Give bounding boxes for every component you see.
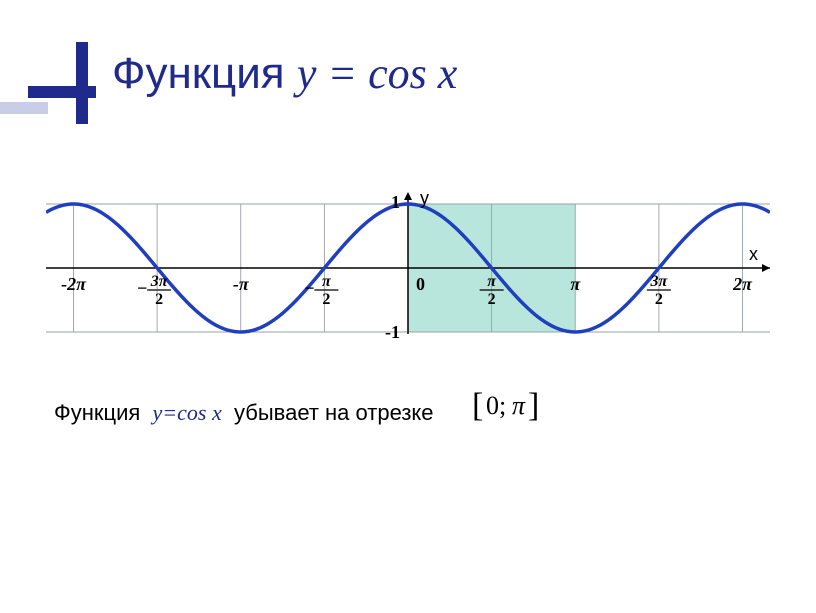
title-func: у = cos x xyxy=(297,49,457,98)
svg-text:π: π xyxy=(322,273,332,290)
caption-prefix: Функция xyxy=(54,400,140,425)
svg-text:π: π xyxy=(487,273,497,290)
svg-text:1: 1 xyxy=(391,192,400,212)
svg-text:2π: 2π xyxy=(732,274,753,294)
caption-suffix: убывает на отрезке xyxy=(234,400,434,425)
svg-text:[: [ xyxy=(472,387,483,424)
title-decor-vert xyxy=(76,42,88,124)
page-title: Функция у = cos x xyxy=(112,48,457,99)
interval: [ 0; π ] xyxy=(470,384,542,436)
title-decor-light xyxy=(0,102,48,114)
svg-text:]: ] xyxy=(528,387,539,424)
caption-func: y=cos x xyxy=(153,400,222,425)
svg-text:y: y xyxy=(420,188,429,208)
svg-text:−: − xyxy=(304,278,314,298)
svg-text:π: π xyxy=(570,274,581,294)
svg-text:-1: -1 xyxy=(385,322,400,342)
svg-text:2: 2 xyxy=(655,291,663,308)
svg-text:π: π xyxy=(512,391,526,420)
svg-text:-2π: -2π xyxy=(61,274,87,294)
cos-chart: -2π−3π2-π−π20π2π3π22π1-1yx xyxy=(46,188,770,348)
svg-text:2: 2 xyxy=(322,291,330,308)
svg-text:3π: 3π xyxy=(649,273,668,290)
svg-text:-π: -π xyxy=(233,274,250,294)
svg-text:−: − xyxy=(137,278,147,298)
svg-text:x: x xyxy=(749,244,758,264)
svg-text:0;: 0; xyxy=(486,391,506,420)
svg-text:2: 2 xyxy=(155,291,163,308)
caption: Функция y=cos x убывает на отрезке xyxy=(54,400,434,426)
svg-text:0: 0 xyxy=(416,274,425,294)
svg-text:3π: 3π xyxy=(150,273,169,290)
title-decor-horiz xyxy=(28,86,96,98)
title-prefix: Функция xyxy=(112,49,285,98)
svg-text:2: 2 xyxy=(488,291,496,308)
